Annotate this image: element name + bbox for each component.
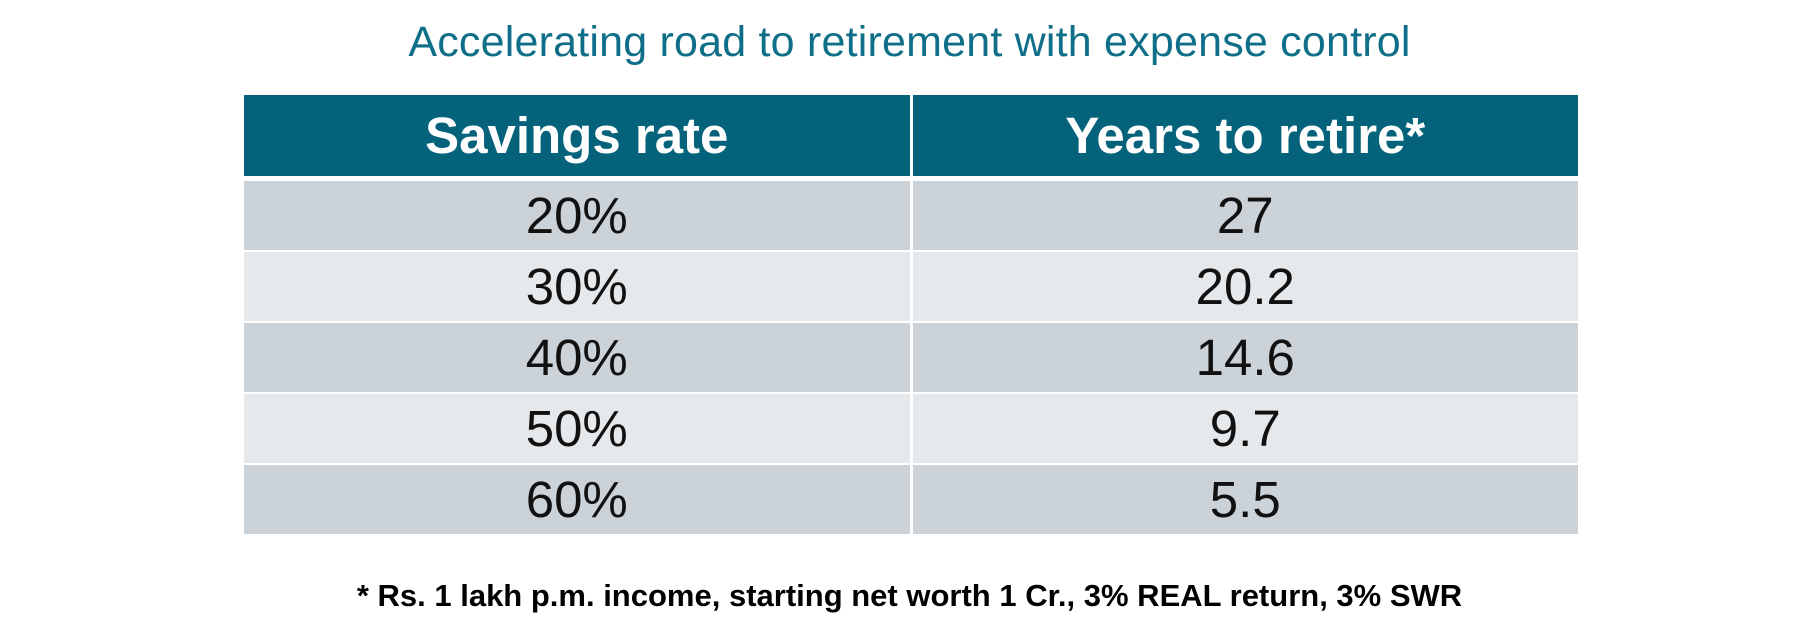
table-row: 20% 27 [244, 178, 1578, 252]
table-header-row: Savings rate Years to retire* [244, 95, 1578, 181]
table-row: 30% 20.2 [244, 251, 1578, 323]
table-row: 50% 9.7 [244, 393, 1578, 465]
footnote: * Rs. 1 lakh p.m. income, starting net w… [356, 578, 1463, 613]
cell-years-to-retire: 20.2 [911, 251, 1578, 323]
table-row: 40% 14.6 [244, 322, 1578, 394]
table-body: 20% 27 30% 20.2 40% 14.6 50% 9.7 60% 5.5 [244, 178, 1578, 536]
column-header-savings-rate: Savings rate [244, 95, 913, 181]
cell-years-to-retire: 9.7 [911, 393, 1578, 465]
column-header-years-to-retire: Years to retire* [911, 95, 1578, 181]
table-row: 60% 5.5 [244, 464, 1578, 536]
chart-title: Accelerating road to retirement with exp… [408, 18, 1411, 66]
cell-savings-rate: 50% [244, 393, 913, 465]
cell-savings-rate: 30% [244, 251, 913, 323]
cell-savings-rate: 60% [244, 464, 913, 536]
cell-years-to-retire: 5.5 [911, 464, 1578, 536]
retirement-table-container: Savings rate Years to retire* 20% 27 30% 20… [244, 95, 1578, 536]
retirement-table: Savings rate Years to retire* 20% 27 30% 20… [244, 95, 1578, 536]
cell-savings-rate: 40% [244, 322, 913, 394]
cell-savings-rate: 20% [244, 178, 913, 252]
cell-years-to-retire: 27 [911, 178, 1578, 252]
cell-years-to-retire: 14.6 [911, 322, 1578, 394]
